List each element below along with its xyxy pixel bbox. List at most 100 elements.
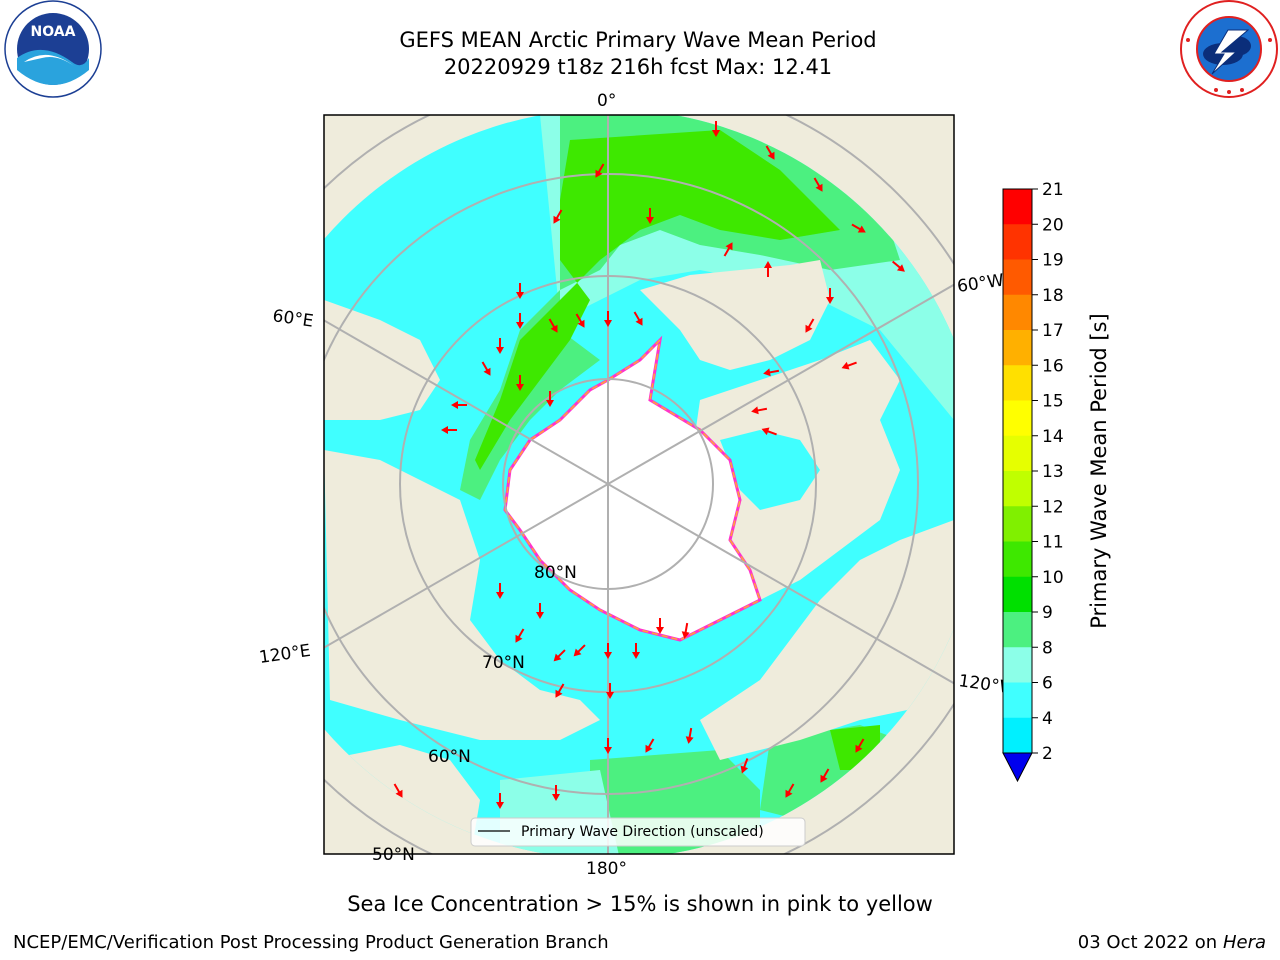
colorbar-segment (1003, 612, 1032, 648)
wave-arrow-icon (646, 208, 654, 224)
wave-arrow-icon (851, 223, 866, 233)
wave-arrow-icon (496, 583, 504, 599)
wave-arrow-icon (656, 618, 664, 634)
colorbar-tick-label: 21 (1042, 180, 1064, 200)
footer-host: Hera (1222, 932, 1266, 953)
colorbar-segment (1003, 506, 1032, 542)
wave-arrow-icon (633, 311, 643, 326)
colorbar-segment (1003, 541, 1032, 578)
nws-logo-icon (1180, 0, 1278, 98)
colorbar-tick-label: 10 (1042, 568, 1064, 588)
wave-arrow-icon (481, 361, 491, 376)
sea-ice-caption: Sea Ice Concentration > 15% is shown in … (347, 892, 933, 916)
colorbar-segment (1003, 435, 1032, 472)
colorbar-segment (1003, 682, 1032, 719)
colorbar-tick-label: 6 (1042, 674, 1053, 694)
noaa-logo-icon: NOAA (4, 0, 102, 98)
lat-label-60: 60°N (428, 747, 471, 767)
lon-label-180: 180° (586, 859, 627, 879)
wave-arrow-icon (632, 643, 640, 659)
colorbar: 21 20 19 18 17 16 15 14 13 12 11 10 9 8 6 4 2 Primary Wa… (1002, 180, 1111, 783)
colorbar-tick-label: 17 (1042, 321, 1064, 341)
colorbar-segment (1003, 647, 1032, 683)
lon-label-60e: 60°E (271, 306, 314, 331)
wave-arrow-icon (546, 391, 554, 407)
wave-arrow-icon (553, 209, 563, 224)
lat-label-70: 70°N (482, 653, 525, 673)
wave-arrow-icon (496, 338, 504, 354)
colorbar-segment (1003, 471, 1032, 507)
footer-date: 03 Oct 2022 on Hera (1078, 931, 1266, 955)
wave-arrow-icon (681, 622, 690, 639)
wave-arrow-icon (826, 288, 834, 304)
wave-arrow-icon (604, 643, 612, 659)
lon-label-60w: 60°W (956, 271, 1005, 297)
wave-arrow-icon (516, 313, 524, 329)
wave-arrow-icon (645, 738, 655, 753)
wave-arrow-icon (595, 163, 605, 178)
chart-title: GEFS MEAN Arctic Primary Wave Mean Perio… (399, 28, 877, 52)
colorbar-segment (1003, 330, 1032, 366)
colorbar-tick-label: 14 (1042, 427, 1064, 447)
colorbar-tick-label: 15 (1042, 392, 1064, 412)
colorbar-tick-label: 16 (1042, 356, 1064, 376)
colorbar-title: Primary Wave Mean Period [s] (1087, 313, 1111, 629)
colorbar-tick-label: 20 (1042, 215, 1064, 235)
wave-arrow-icon (536, 603, 544, 619)
wave-arrow-icon (740, 758, 749, 774)
wave-period-field (324, 115, 954, 854)
wave-arrow-icon (785, 783, 795, 798)
wave-arrow-icon (606, 683, 614, 699)
colorbar-segment (1003, 576, 1032, 613)
colorbar-segment (1003, 259, 1032, 296)
wave-arrow-icon (604, 311, 612, 327)
wave-arrow-icon (575, 313, 585, 328)
wave-arrow-icon (604, 738, 612, 754)
wave-arrow-icon (813, 177, 823, 192)
noaa-logo-text: NOAA (31, 24, 76, 40)
map-area (324, 115, 954, 854)
wave-arrow-icon (765, 145, 775, 160)
colorbar-segment (1003, 189, 1032, 225)
wave-arrow-icon (393, 783, 403, 798)
wave-arrow-icon (515, 628, 525, 643)
lat-label-80: 80°N (534, 563, 577, 583)
wave-arrow-icon (820, 768, 830, 783)
colorbar-tick-label: 13 (1042, 462, 1064, 482)
wave-arrow-icon (555, 683, 565, 698)
chart-subtitle: 20220929 t18z 216h fcst Max: 12.41 (443, 55, 833, 79)
legend: Primary Wave Direction (unscaled) (470, 817, 806, 847)
wave-arrow-icon (553, 649, 566, 662)
colorbar-tick-label: 18 (1042, 286, 1064, 306)
wave-arrow-icon (516, 283, 524, 299)
colorbar-tick-label: 9 (1042, 603, 1053, 623)
wave-arrow-icon (573, 644, 586, 657)
colorbar-tick-label: 19 (1042, 251, 1064, 271)
wave-arrow-icon (516, 375, 524, 391)
wave-arrow-icon (441, 426, 457, 434)
colorbar-tick-label: 8 (1042, 638, 1053, 658)
colorbar-extend-triangle (1002, 752, 1033, 783)
colorbar-tick-label: 11 (1042, 533, 1064, 553)
footer-date-text: 03 Oct 2022 on (1077, 932, 1223, 953)
colorbar-tick-label: 12 (1042, 497, 1064, 517)
wave-arrow-icon (451, 401, 467, 409)
wave-direction-arrows (393, 121, 905, 809)
colorbar-segment (1003, 294, 1032, 331)
graticule-lines (324, 115, 954, 854)
colorbar-tick-label: 4 (1042, 709, 1053, 729)
colorbar-segment (1003, 224, 1032, 260)
colorbar-segment (1003, 400, 1032, 437)
wave-arrow-icon (891, 260, 905, 272)
wave-arrow-icon (712, 121, 720, 137)
wave-arrow-icon (548, 318, 558, 333)
lon-label-0: 0° (597, 91, 616, 111)
legend-label: Primary Wave Direction (unscaled) (521, 824, 764, 840)
wave-arrow-icon (805, 318, 815, 333)
lon-label-120e: 120°E (258, 641, 312, 668)
wave-arrow-icon (764, 261, 772, 277)
colorbar-segment (1003, 717, 1032, 754)
colorbar-segment (1003, 365, 1032, 401)
wave-arrow-icon (855, 738, 865, 753)
wave-arrow-icon (761, 427, 777, 436)
